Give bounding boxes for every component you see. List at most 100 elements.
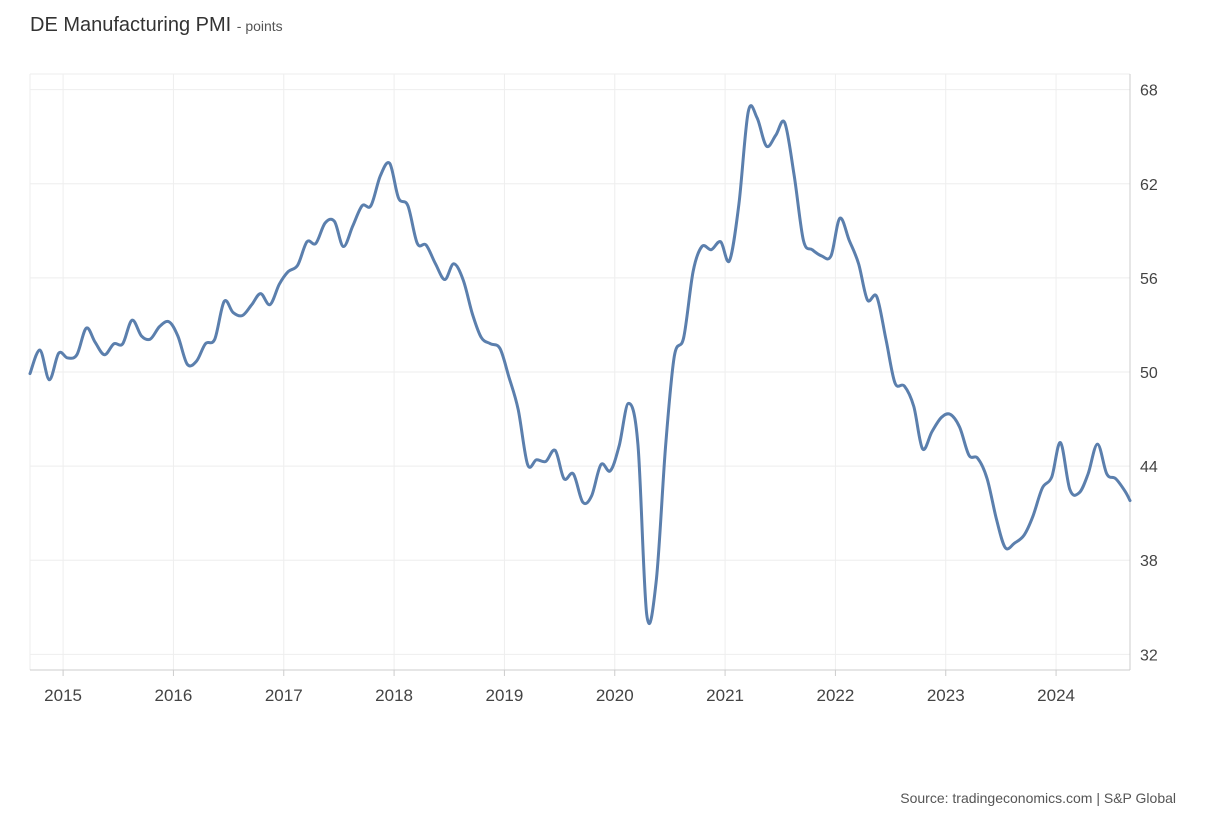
data-point: [166, 319, 172, 325]
data-point: [837, 215, 843, 221]
data-point: [957, 424, 963, 430]
data-point: [874, 294, 880, 300]
data-point: [580, 499, 586, 505]
data-point: [56, 350, 62, 356]
data-point: [249, 302, 255, 308]
data-point: [102, 352, 108, 358]
data-point: [65, 355, 71, 361]
y-tick-label: 38: [1140, 553, 1158, 570]
data-point: [644, 612, 650, 618]
data-point: [809, 247, 815, 253]
data-point: [258, 291, 264, 297]
data-point: [442, 277, 448, 283]
data-point: [74, 352, 80, 358]
source-credit: Source: tradingeconomics.com | S&P Globa…: [900, 790, 1176, 806]
data-point: [276, 281, 282, 287]
data-point: [129, 317, 135, 323]
data-point: [533, 457, 539, 463]
data-point: [497, 346, 503, 352]
data-point: [883, 338, 889, 344]
data-point: [515, 407, 521, 413]
data-point: [322, 220, 328, 226]
data-point: [994, 516, 1000, 522]
data-point: [846, 237, 852, 243]
data-point: [469, 311, 475, 317]
y-tick-label: 56: [1140, 271, 1158, 288]
data-point: [754, 115, 760, 121]
data-point: [267, 302, 273, 308]
data-point: [350, 223, 356, 229]
data-point: [791, 171, 797, 177]
data-point: [332, 218, 338, 224]
data-point: [157, 324, 163, 330]
data-point: [1067, 487, 1073, 493]
data-point: [920, 446, 926, 452]
data-point: [607, 468, 613, 474]
data-point: [478, 335, 484, 341]
data-point: [699, 244, 705, 250]
data-point: [718, 239, 724, 245]
data-point: [1085, 471, 1091, 477]
data-point: [947, 411, 953, 417]
data-point: [1030, 513, 1036, 519]
data-point: [1058, 440, 1064, 446]
data-point: [359, 203, 365, 209]
data-point: [800, 237, 806, 243]
data-point: [690, 269, 696, 275]
data-point: [1095, 441, 1101, 447]
data-point: [405, 203, 411, 209]
y-tick-label: 44: [1140, 459, 1158, 476]
data-point: [387, 160, 393, 166]
data-point: [460, 277, 466, 283]
data-point: [147, 336, 153, 342]
y-tick-label: 68: [1140, 83, 1158, 100]
data-point: [938, 415, 944, 421]
data-point: [92, 339, 98, 345]
data-point: [966, 452, 972, 458]
data-point: [313, 240, 319, 246]
data-point: [396, 195, 402, 201]
data-point: [423, 242, 429, 248]
data-point: [1049, 474, 1055, 480]
data-point: [184, 361, 190, 367]
data-point: [736, 201, 742, 207]
data-point: [83, 325, 89, 331]
data-point: [653, 579, 659, 585]
data-point: [37, 347, 43, 353]
data-point: [1039, 485, 1045, 491]
data-point: [27, 371, 33, 377]
data-point: [377, 173, 383, 179]
data-point: [525, 462, 531, 468]
data-point: [1122, 488, 1128, 494]
x-tick-label: 2021: [706, 686, 744, 705]
y-axis-ticks: 32 38 44 50 56 62 68: [1140, 83, 1158, 665]
data-point: [635, 441, 641, 447]
data-point: [230, 309, 236, 315]
data-point: [616, 443, 622, 449]
data-point: [984, 476, 990, 482]
data-point: [202, 341, 208, 347]
data-point: [1076, 490, 1082, 496]
data-point: [451, 261, 457, 267]
data-point: [663, 444, 669, 450]
chart-title-text: DE Manufacturing PMI: [30, 14, 232, 36]
data-point: [1104, 471, 1110, 477]
data-point: [681, 335, 687, 341]
x-tick-label: 2022: [817, 686, 855, 705]
data-point: [304, 239, 310, 245]
data-point: [552, 447, 558, 453]
data-point: [773, 132, 779, 138]
grid: [30, 74, 1130, 670]
data-point: [782, 120, 788, 126]
data-point: [745, 109, 751, 115]
series-line: [28, 104, 1132, 625]
data-point: [764, 143, 770, 149]
data-point: [295, 262, 301, 268]
data-point: [111, 341, 117, 347]
data-point: [856, 261, 862, 267]
data-point: [1021, 532, 1027, 538]
data-point: [239, 313, 245, 319]
data-point: [671, 353, 677, 359]
data-point: [212, 336, 218, 342]
data-point: [975, 455, 981, 461]
